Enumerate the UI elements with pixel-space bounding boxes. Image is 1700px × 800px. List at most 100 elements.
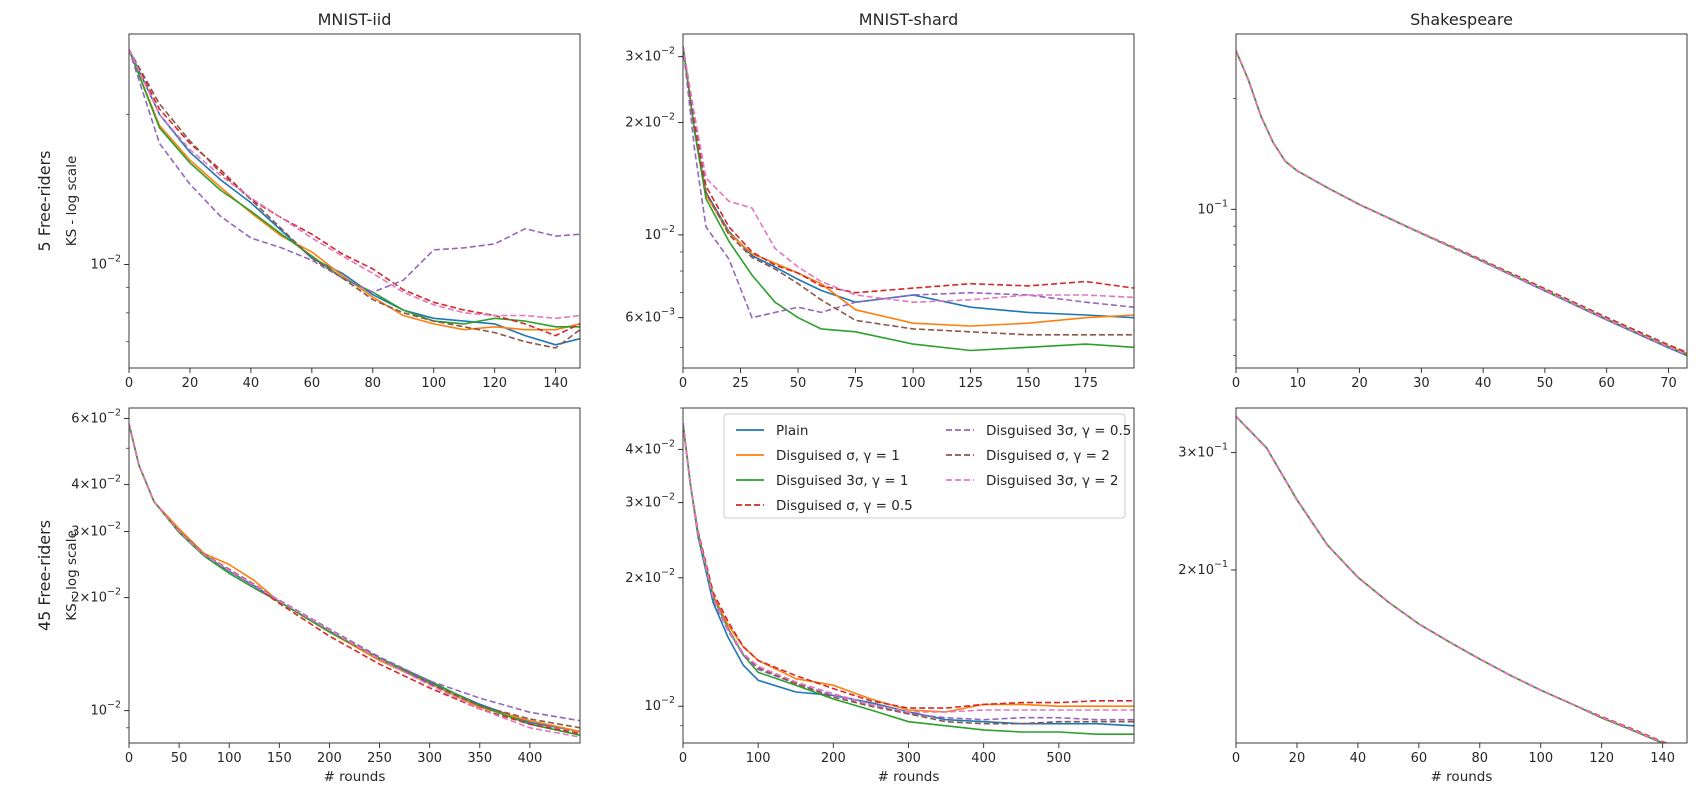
x-tick-label: 120 xyxy=(1589,751,1614,766)
x-tick-label: 40 xyxy=(243,376,260,391)
series-line-4 xyxy=(1236,50,1687,354)
series-line-6 xyxy=(1236,50,1687,355)
series-line-7 xyxy=(683,46,1134,304)
series-line-2 xyxy=(129,49,580,331)
series-line-6 xyxy=(683,46,1134,336)
series-line-1 xyxy=(129,423,580,733)
row-label-1: 5 Free-riders xyxy=(35,151,54,252)
panel-1-0: 0 50 100 150 200 250 300 350 400 6×10−2 4×10−2 3×10… xyxy=(64,407,581,785)
panel-0-1: 0 25 50 75 100 125 150 175 3×10−2 2×10−2 10−2 6×10−… xyxy=(625,10,1135,391)
series-group xyxy=(1236,415,1670,743)
x-tick-label: 0 xyxy=(1232,751,1240,766)
panel-title: MNIST-shard xyxy=(859,10,958,29)
x-tick-label: 100 xyxy=(901,376,926,391)
row-label-2: 45 Free-riders xyxy=(35,520,54,631)
y-tick-label: 10−2 xyxy=(90,699,121,718)
series-line-2 xyxy=(129,423,580,733)
series-line-7 xyxy=(129,423,580,738)
x-tick-label: 150 xyxy=(267,751,292,766)
x-tick-label: 200 xyxy=(821,751,846,766)
y-tick-label: 3×10−2 xyxy=(71,520,121,539)
x-axis-label: # rounds xyxy=(1431,769,1493,785)
panel-0-0: 0 20 40 60 80 100 120 140 10−2 MNIST-iid KS - log … xyxy=(64,10,581,391)
y-tick-label: 10−2 xyxy=(644,695,675,714)
x-tick-label: 0 xyxy=(679,376,687,391)
series-line-3 xyxy=(683,46,1134,352)
x-tick-label: 400 xyxy=(517,751,542,766)
x-tick-label: 10 xyxy=(1290,376,1307,391)
x-axis-label: # rounds xyxy=(324,769,386,785)
x-tick-label: 350 xyxy=(467,751,492,766)
x-tick-label: 100 xyxy=(746,751,771,766)
x-tick-label: 300 xyxy=(417,751,442,766)
legend: Plain Disguised σ, γ = 1 Disguised 3σ, γ =… xyxy=(723,413,1131,519)
series-line-4 xyxy=(683,46,1134,294)
x-tick-label: 300 xyxy=(896,751,921,766)
x-tick-label: 400 xyxy=(971,751,996,766)
x-tick-label: 500 xyxy=(1046,751,1071,766)
x-tick-label: 25 xyxy=(732,376,749,391)
y-tick-label: 4×10−2 xyxy=(625,438,675,457)
legend-entry-6: Disguised σ, γ = 2 xyxy=(986,448,1110,464)
y-tick-label: 3×10−2 xyxy=(625,45,675,64)
x-tick-label: 0 xyxy=(679,751,687,766)
x-tick-label: 120 xyxy=(482,376,507,391)
x-tick-label: 140 xyxy=(543,376,568,391)
x-tick-label: 20 xyxy=(1351,376,1368,391)
x-tick-label: 20 xyxy=(182,376,199,391)
series-line-7 xyxy=(1236,50,1687,356)
axes-frame xyxy=(128,407,581,744)
axes-frame xyxy=(1235,33,1688,369)
x-tick-label: 100 xyxy=(217,751,242,766)
series-line-6 xyxy=(129,49,580,349)
y-tick-label: 6×10−2 xyxy=(71,407,121,426)
x-tick-label: 70 xyxy=(1660,376,1677,391)
series-group xyxy=(1236,50,1687,357)
axes-frame xyxy=(1235,407,1688,744)
series-line-1 xyxy=(1236,415,1666,743)
y-axis-label: KS - log scale xyxy=(64,530,80,621)
series-line-1 xyxy=(129,49,580,346)
series-line-1 xyxy=(1236,50,1687,357)
x-tick-label: 140 xyxy=(1650,751,1675,766)
series-line-3 xyxy=(129,423,580,736)
panel-1-2: 0 20 40 60 80 100 120 140 3×10−1 2×10−1 # rounds xyxy=(1178,407,1688,785)
series-group xyxy=(683,423,1134,736)
x-tick-label: 125 xyxy=(958,376,983,391)
axes-frame xyxy=(128,33,581,369)
x-tick-label: 100 xyxy=(1528,751,1553,766)
series-line-7 xyxy=(129,49,580,320)
series-line-4 xyxy=(129,49,580,337)
panel-title: MNIST-iid xyxy=(318,10,392,29)
series-group xyxy=(683,46,1134,352)
x-tick-label: 60 xyxy=(304,376,321,391)
series-line-5 xyxy=(683,46,1134,319)
y-tick-label: 2×10−2 xyxy=(71,586,121,605)
legend-box xyxy=(723,413,1126,519)
x-tick-label: 200 xyxy=(317,751,342,766)
y-tick-label: 10−2 xyxy=(644,223,675,242)
series-line-2 xyxy=(1236,415,1666,743)
x-tick-label: 50 xyxy=(1537,376,1554,391)
x-tick-label: 50 xyxy=(171,751,188,766)
series-line-7 xyxy=(1236,415,1667,743)
axes-frame xyxy=(682,33,1135,369)
x-tick-label: 75 xyxy=(847,376,864,391)
y-tick-label: 10−2 xyxy=(90,253,121,272)
series-line-7 xyxy=(683,423,1134,713)
y-tick-label: 2×10−2 xyxy=(625,566,675,585)
y-tick-label: 3×10−2 xyxy=(625,491,675,510)
x-tick-label: 100 xyxy=(421,376,446,391)
x-tick-label: 0 xyxy=(125,376,133,391)
series-line-2 xyxy=(683,46,1134,327)
series-line-2 xyxy=(1236,50,1687,355)
series-line-4 xyxy=(683,423,1134,709)
series-line-3 xyxy=(129,49,580,328)
legend-entry-2: Disguised σ, γ = 1 xyxy=(776,448,900,464)
x-tick-label: 0 xyxy=(125,751,133,766)
panel-0-2: 0 10 20 30 40 50 60 70 10−1 Shakespeare xyxy=(1197,10,1688,391)
series-group xyxy=(129,49,580,349)
x-tick-label: 50 xyxy=(790,376,807,391)
series-line-5 xyxy=(1236,50,1687,356)
